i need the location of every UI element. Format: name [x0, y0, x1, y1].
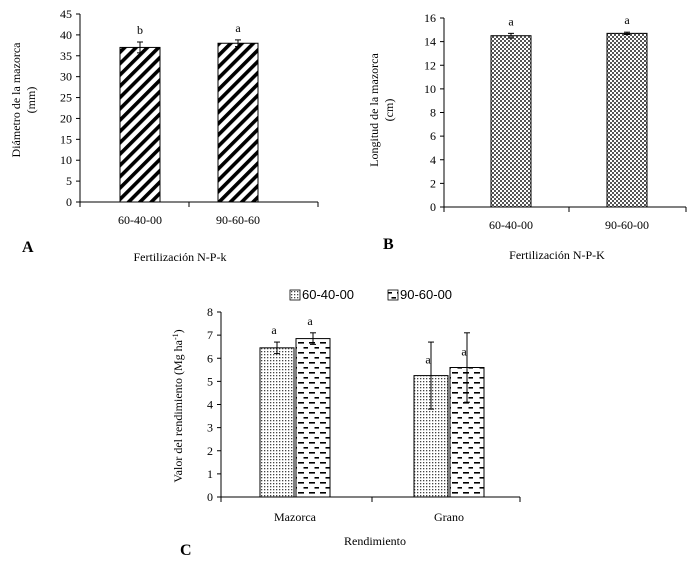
y-tick-label: 14	[424, 35, 436, 49]
x-axis-ticks: 60-40-00 90-60-60	[79, 202, 319, 227]
legend-label-60-40-00: 60-40-00	[302, 287, 354, 302]
legend-swatch-90-60-00	[387, 289, 399, 301]
x-axis-label: Fertilización N-P-k	[134, 250, 227, 264]
y-axis-label-line-2: (cm)	[382, 99, 396, 122]
significance-letter: a	[235, 21, 241, 35]
x-axis-label: Rendimiento	[344, 534, 406, 548]
y-axis-label: Longitud de la mazorca (cm)	[367, 53, 396, 167]
y-axis-label-close: )	[171, 329, 185, 333]
y-axis-label-superscript: -1	[171, 333, 180, 340]
chart-panel-b: Longitud de la mazorca (cm) 0 2 4 6 8 10 12 14 1…	[367, 11, 687, 262]
legend: 60-40-00 90-60-00	[289, 287, 452, 302]
bars: a a a a	[259, 314, 485, 498]
y-tick-label: 1	[207, 467, 213, 481]
x-tick-label: 60-40-00	[118, 213, 162, 227]
bar-90-60-60	[217, 42, 259, 203]
y-axis-label-line-1: Longitud de la mazorca	[367, 53, 381, 167]
bar-60-40-00	[119, 46, 161, 203]
panel-letter-c: C	[180, 542, 192, 559]
panel-letter-a: A	[22, 239, 34, 256]
significance-letter: a	[271, 323, 277, 337]
significance-letter: a	[624, 13, 630, 27]
x-tick-label: Mazorca	[274, 510, 317, 524]
y-axis-label: Diámetro de la mazorca (mm)	[9, 42, 38, 158]
y-tick-label: 8	[207, 305, 213, 319]
y-tick-label: 40	[60, 28, 72, 42]
y-tick-label: 5	[66, 174, 72, 188]
significance-letter: a	[307, 314, 313, 328]
y-axis-label-line-2: (mm)	[24, 87, 38, 114]
x-axis-label: Fertilización N-P-K	[509, 248, 605, 262]
x-tick-label: 90-60-60	[216, 213, 260, 227]
y-tick-label: 16	[424, 11, 436, 25]
bar-Mazorca-60-40-00	[259, 347, 295, 498]
y-tick-label: 0	[207, 490, 213, 504]
y-tick-label: 5	[207, 374, 213, 388]
y-axis-label: Valor del rendimiento (Mg ha-1)	[171, 329, 185, 482]
y-axis-ticks: 0 2 4 6 8 10 12 14 16	[424, 11, 444, 214]
y-tick-label: 0	[430, 200, 436, 214]
y-tick-label: 2	[430, 176, 436, 190]
y-tick-label: 8	[430, 106, 436, 120]
y-tick-label: 30	[60, 70, 72, 84]
bar-60-40-00	[490, 35, 532, 208]
y-tick-label: 7	[207, 328, 213, 342]
y-tick-label: 6	[207, 351, 213, 365]
bar-90-60-00	[606, 32, 648, 208]
y-axis-label-main: Valor del rendimiento (Mg ha	[171, 339, 185, 482]
y-tick-label: 45	[60, 7, 72, 21]
significance-letter: a	[425, 353, 431, 367]
x-axis-ticks: Mazorca Grano	[220, 497, 521, 524]
y-tick-label: 6	[430, 129, 436, 143]
y-tick-label: 2	[207, 444, 213, 458]
y-axis-ticks: 0 1 2 3 4 5 6 7 8	[207, 305, 221, 504]
y-tick-label: 0	[66, 195, 72, 209]
y-tick-label: 3	[207, 421, 213, 435]
significance-letter: a	[461, 345, 467, 359]
y-tick-label: 35	[60, 49, 72, 63]
x-tick-label: 60-40-00	[489, 218, 533, 232]
y-tick-label: 4	[430, 153, 436, 167]
bar-Mazorca-90-60-00	[295, 338, 331, 498]
x-tick-label: 90-60-00	[605, 218, 649, 232]
panel-letter-b: B	[383, 236, 394, 253]
significance-letter: a	[508, 14, 514, 28]
y-tick-label: 15	[60, 132, 72, 146]
significance-letter: b	[137, 23, 143, 37]
x-axis-ticks: 60-40-00 90-60-00	[443, 207, 687, 232]
chart-panel-a: Diámetro de la mazorca (mm) 0 5 10 15 20 25 30…	[9, 7, 319, 264]
y-axis-label-line-1: Diámetro de la mazorca	[9, 42, 23, 158]
y-tick-label: 10	[60, 153, 72, 167]
y-tick-label: 4	[207, 398, 213, 412]
y-tick-label: 10	[424, 82, 436, 96]
y-tick-label: 20	[60, 111, 72, 125]
y-tick-label: 12	[424, 58, 436, 72]
x-tick-label: Grano	[434, 510, 464, 524]
chart-panel-c: 60-40-00 90-60-00 Valor del rendimiento …	[171, 287, 521, 559]
legend-swatch-60-40-00	[289, 289, 301, 301]
y-axis-ticks: 0 5 10 15 20 25 30 35 40 45	[60, 7, 80, 209]
y-tick-label: 25	[60, 91, 72, 105]
legend-label-90-60-00: 90-60-00	[400, 287, 452, 302]
